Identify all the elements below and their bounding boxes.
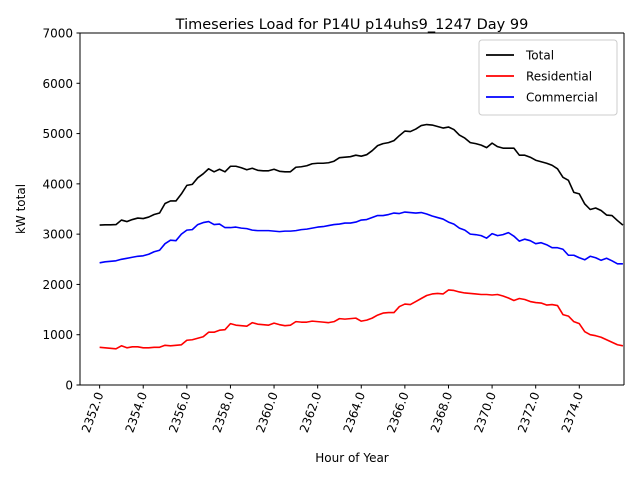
legend-label-residential: Residential (526, 70, 592, 84)
series-line-total (99, 123, 624, 226)
y-tick-label: 0 (65, 379, 73, 393)
x-axis-label: Hour of Year (315, 451, 389, 465)
series-line-residential (99, 289, 624, 350)
y-tick-label: 2000 (42, 278, 73, 292)
y-tick-label: 5000 (42, 127, 73, 141)
y-tick-label: 4000 (42, 177, 73, 191)
y-axis-label: kW total (14, 184, 28, 234)
legend-label-total: Total (525, 49, 554, 63)
y-tick-label: 6000 (42, 77, 73, 91)
y-axis-ticks: 0 1000 2000 3000 4000 5000 6000 7000 (42, 27, 80, 393)
series-line-commercial (99, 211, 623, 265)
legend-label-commercial: Commercial (526, 91, 598, 105)
plot-frame (79, 32, 625, 386)
series-lines (99, 123, 624, 350)
y-tick-label: 1000 (42, 328, 73, 342)
legend: Total Residential Commercial (478, 39, 618, 116)
y-tick-label: 3000 (42, 228, 73, 242)
chart-title: Timeseries Load for P14U p14uhs9_1247 Da… (175, 17, 529, 33)
y-tick-label: 7000 (42, 27, 73, 41)
